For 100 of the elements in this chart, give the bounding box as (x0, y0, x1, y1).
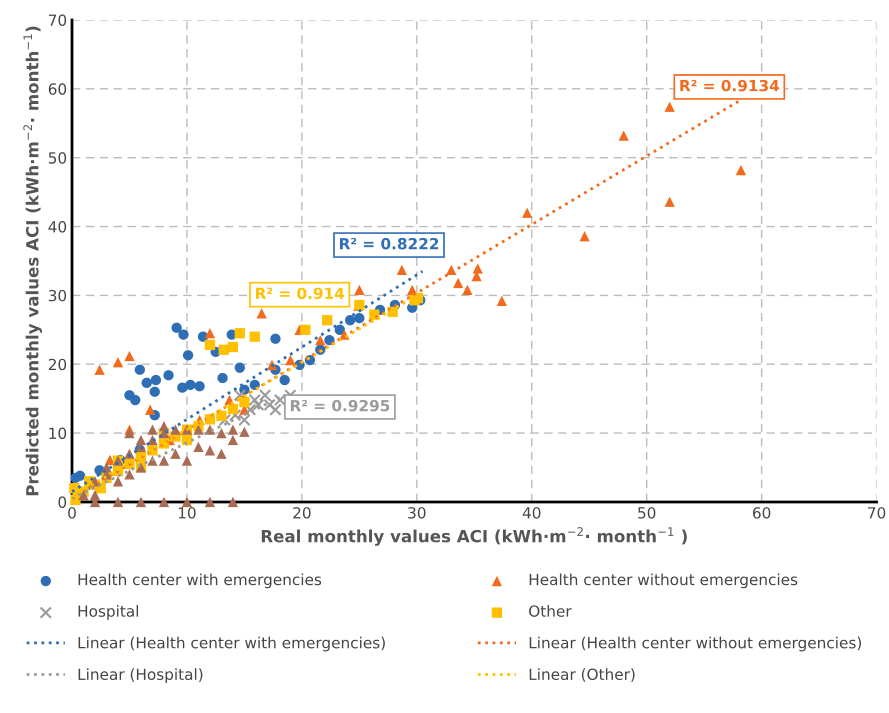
point (124, 350, 135, 362)
x-tick-label: 20 (293, 507, 311, 519)
x-tick-label: 30 (408, 507, 426, 519)
point (217, 372, 228, 384)
point (216, 428, 227, 438)
point (270, 334, 281, 344)
point (238, 414, 251, 426)
point (522, 208, 532, 218)
point (369, 310, 380, 320)
point (579, 231, 590, 242)
legend-label: Health center with emergencies (78, 573, 322, 588)
point (228, 434, 238, 446)
annotation: R² = 0.9134 (680, 80, 780, 92)
point (354, 312, 364, 324)
annotation: R² = 0.914 (256, 288, 344, 300)
point (334, 324, 345, 335)
annotation: R² = 0.9295 (290, 400, 390, 412)
point (136, 496, 146, 508)
point (736, 164, 746, 176)
x-tick-label: 60 (752, 507, 770, 519)
point (279, 374, 290, 386)
y-tick-label: 50 (48, 152, 66, 164)
point (462, 284, 473, 296)
point (158, 421, 170, 432)
point (112, 496, 124, 508)
point (324, 334, 335, 346)
point (664, 102, 675, 112)
point (234, 389, 246, 402)
legend-label: Linear (Health center with emergencies) (78, 636, 385, 652)
point (204, 445, 216, 456)
point (274, 394, 286, 406)
point (354, 284, 364, 296)
y-tick-label: 30 (48, 290, 66, 302)
x-tick-label: 50 (638, 507, 656, 519)
point (124, 469, 135, 480)
x-tick-label: 40 (522, 507, 540, 519)
point (234, 328, 245, 338)
point (269, 403, 282, 416)
point (158, 496, 170, 508)
point (453, 278, 464, 288)
point (171, 322, 182, 333)
point (193, 442, 204, 452)
point (112, 476, 124, 486)
legend-label: Other (529, 605, 572, 617)
point (134, 364, 145, 375)
y-tick-label: 20 (48, 358, 66, 370)
y-tick-label: 40 (48, 220, 66, 233)
x-axis-title: Real monthly values ACI (kWh·m$^{−2}$· month$^{−1}$ ) (262, 527, 687, 546)
point (396, 264, 408, 276)
point (216, 410, 227, 422)
point (94, 364, 105, 375)
point (250, 332, 260, 342)
y-tick-label: 60 (48, 83, 66, 95)
point (234, 362, 245, 373)
point (285, 354, 296, 366)
point (239, 426, 250, 437)
annotation: R² = 0.8222 (340, 238, 438, 250)
y-tick-label: 0 (58, 496, 66, 508)
point (300, 324, 310, 335)
y-tick-label: 10 (49, 428, 66, 440)
point (258, 389, 272, 402)
point (185, 380, 196, 390)
point (112, 357, 124, 368)
point (182, 350, 194, 360)
point (472, 263, 483, 274)
point (74, 470, 86, 481)
point (228, 496, 238, 508)
point (182, 496, 192, 508)
point (150, 386, 160, 397)
point (177, 382, 188, 393)
point (142, 378, 152, 388)
point (204, 340, 216, 350)
point (229, 409, 242, 422)
legend-label: Linear (Hospital) (78, 668, 202, 684)
point (145, 404, 156, 415)
x-tick-label: 0 (68, 507, 76, 519)
point (194, 381, 205, 392)
legend-label: Linear (Other) (530, 668, 635, 682)
point (150, 374, 162, 386)
point (170, 448, 181, 459)
point (204, 496, 216, 508)
point (170, 424, 181, 435)
point (216, 448, 227, 459)
point (178, 329, 189, 340)
point (315, 334, 326, 346)
y-tick-label: 70 (48, 14, 66, 26)
legend-label: Health center without emergencies (530, 573, 798, 588)
point (496, 296, 508, 306)
point (136, 434, 146, 446)
point (664, 196, 675, 207)
y-axis-title: Predicted monthly values ACI (kWh·m$^{−2}$· month$^{−1}$) (23, 26, 42, 496)
legend-label: Linear (Health center without emergencies) (530, 636, 861, 652)
point (618, 130, 629, 141)
point (158, 455, 170, 466)
x-tick-label: 10 (178, 507, 196, 519)
point (147, 424, 158, 435)
point (248, 394, 261, 406)
point (322, 315, 332, 326)
point (204, 328, 216, 338)
point (228, 342, 238, 352)
